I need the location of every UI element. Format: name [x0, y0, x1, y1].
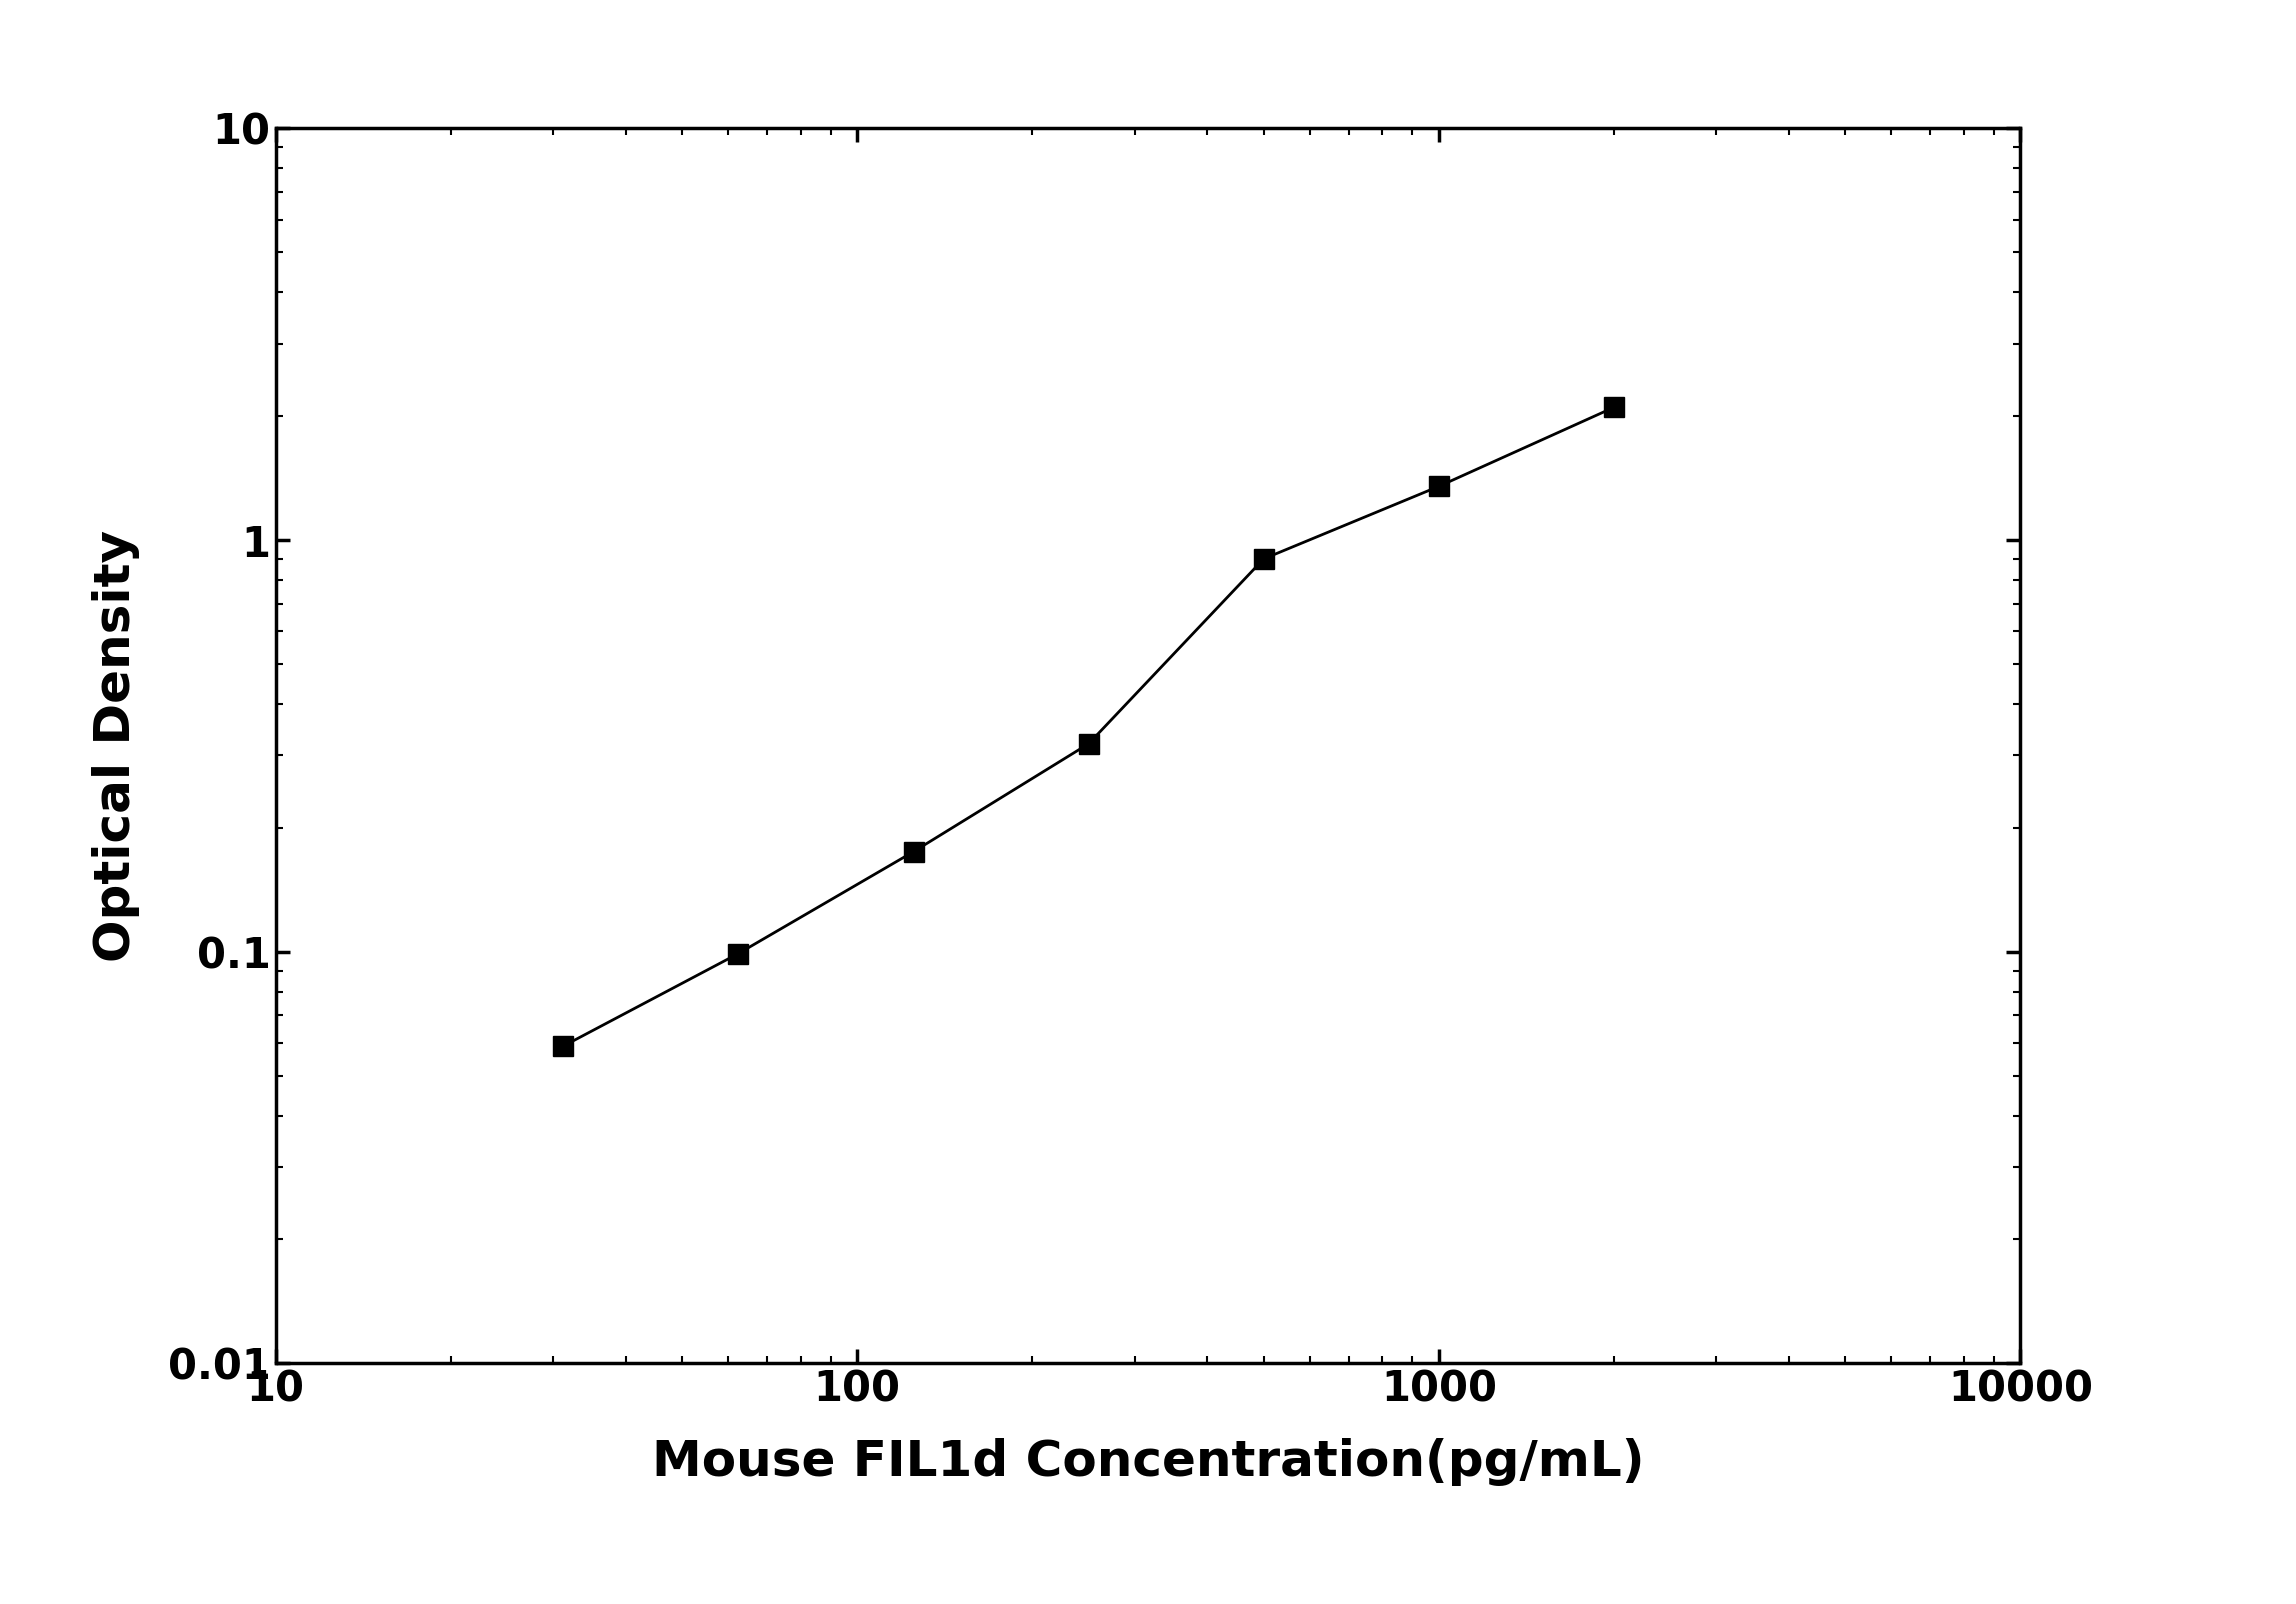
- X-axis label: Mouse FIL1d Concentration(pg/mL): Mouse FIL1d Concentration(pg/mL): [652, 1439, 1644, 1485]
- Y-axis label: Optical Density: Optical Density: [92, 529, 140, 962]
